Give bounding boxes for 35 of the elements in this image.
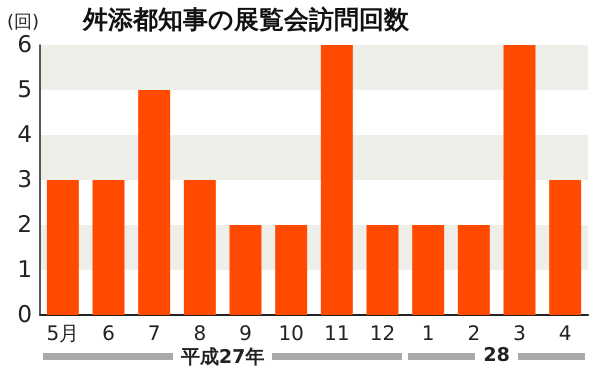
x-tick-label: 7 xyxy=(148,321,161,345)
bar xyxy=(549,180,582,315)
bar xyxy=(92,180,124,315)
bar xyxy=(275,225,308,315)
x-tick-label: 2 xyxy=(467,321,480,345)
x-tick-label: 3 xyxy=(513,321,526,345)
bar xyxy=(46,180,79,315)
text: 28 xyxy=(483,344,510,366)
bar xyxy=(458,225,490,315)
bar xyxy=(230,225,262,315)
x-tick-label: 11 xyxy=(324,321,350,345)
x-tick-label: 9 xyxy=(239,321,252,345)
x-tick-label: 1 xyxy=(422,321,435,345)
bar xyxy=(320,45,353,315)
chart-title: 舛添都知事の展覧会訪問回数 xyxy=(82,5,410,34)
x-tick-label: 8 xyxy=(193,321,206,345)
y-tick-label: 0 xyxy=(17,302,32,328)
bar xyxy=(138,90,170,315)
x-tick-label: 6 xyxy=(102,321,115,345)
text: 平成27年 xyxy=(180,345,264,370)
x-tick-label: 5月 xyxy=(46,321,80,345)
bar xyxy=(366,225,398,315)
y-tick-label: 6 xyxy=(17,32,32,58)
y-tick-label: 2 xyxy=(17,212,32,238)
y-tick-label: 1 xyxy=(17,257,32,283)
x-tick-label: 10 xyxy=(278,321,304,345)
bar xyxy=(184,180,216,315)
y-tick-label: 3 xyxy=(17,167,32,193)
y-tick-label: 4 xyxy=(17,122,32,148)
y-tick-label: 5 xyxy=(17,77,32,103)
y-axis-title: (回) xyxy=(7,12,40,32)
x-tick-label: 4 xyxy=(558,321,572,345)
bar xyxy=(504,45,536,315)
bar xyxy=(412,225,444,315)
x-tick-label: 12 xyxy=(370,321,396,345)
